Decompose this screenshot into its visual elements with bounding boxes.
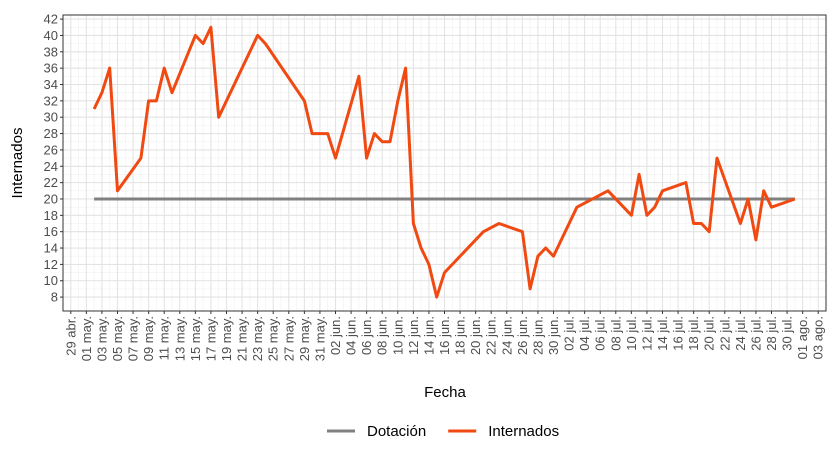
x-tick-label: 13 may. [172,316,187,361]
y-tick-label: 14 [44,241,58,256]
x-tick-label: 08 jun. [375,316,390,355]
x-tick-label: 29 may. [297,316,312,361]
x-tick-label: 18 jul. [686,316,701,351]
y-tick-label: 12 [44,257,58,272]
x-tick-label: 19 may. [219,316,234,361]
x-tick-label: 14 jul. [655,316,670,351]
y-tick-label: 30 [44,110,58,125]
y-tick-label: 38 [44,44,58,59]
x-tick-label: 04 jul. [577,316,592,351]
panel-border [62,14,827,312]
x-tick-label: 08 jul. [608,316,623,351]
x-tick-label: 24 jun. [499,316,514,355]
x-tick-label: 12 jul. [639,316,654,351]
x-tick-label: 10 jul. [624,316,639,351]
y-tick-label: 28 [44,126,58,141]
x-tick-label: 30 jul. [780,316,795,351]
x-tick-label: 15 may. [188,316,203,361]
x-tick-label: 06 jun. [359,316,374,355]
y-tick-label: 36 [44,61,58,76]
x-tick-label: 27 may. [281,316,296,361]
y-tick-label: 10 [44,273,58,288]
x-tick-label: 26 jun. [515,316,530,355]
y-tick-label: 18 [44,208,58,223]
y-axis-label: Internados [9,128,26,199]
y-tick-label: 22 [44,175,58,190]
x-tick-label: 03 may. [94,316,109,361]
x-tick-label: 09 may. [141,316,156,361]
x-tick-label: 11 may. [157,316,172,360]
x-tick-label: 01 ago. [795,316,810,359]
x-axis-label: Fecha [424,384,466,401]
x-tick-label: 22 jul. [717,316,732,351]
y-tick-label: 24 [44,159,58,174]
x-tick-label: 24 jul. [733,316,748,351]
x-tick-label: 02 jul. [562,316,577,351]
x-tick-label: 26 jul. [748,316,763,351]
x-tick-label: 29 abr. [63,316,78,356]
y-tick-label: 34 [44,77,58,92]
x-tick-label: 04 jun. [344,316,359,355]
x-tick-label: 30 jun. [546,316,561,355]
x-tick-label: 10 jun. [390,316,405,355]
y-tick-label: 40 [44,28,58,43]
legend-label: Dotación [367,423,426,440]
x-tick-label: 25 may. [266,316,281,361]
x-tick-label: 07 may. [126,316,141,361]
y-tick-label: 26 [44,142,58,157]
y-tick-label: 16 [44,224,58,239]
x-tick-label: 12 jun. [406,316,421,355]
x-tick-label: 01 may. [79,316,94,361]
x-tick-label: 17 may. [203,316,218,361]
x-tick-label: 21 may. [235,316,250,361]
legend-label: Internados [488,423,559,440]
x-tick-label: 03 ago. [811,316,826,359]
x-tick-label: 28 jun. [530,316,545,355]
x-tick-label: 05 may. [110,316,125,361]
x-tick-label: 31 may. [312,316,327,361]
x-tick-label: 02 jun. [328,316,343,355]
x-tick-label: 20 jul. [702,316,717,351]
y-tick-label: 8 [51,290,58,305]
y-tick-label: 20 [44,191,58,206]
x-tick-label: 22 jun. [484,316,499,355]
x-tick-label: 20 jun. [468,316,483,355]
x-tick-label: 18 jun. [453,316,468,355]
x-tick-label: 23 may. [250,316,265,361]
series-line [92,25,796,299]
y-tick-label: 42 [44,12,58,27]
x-tick-label: 06 jul. [593,316,608,351]
x-tick-label: 16 jul. [671,316,686,351]
x-tick-label: 14 jun. [421,316,436,355]
y-tick-label: 32 [44,93,58,108]
x-tick-label: 28 jul. [764,316,779,351]
x-tick-label: 16 jun. [437,316,452,355]
